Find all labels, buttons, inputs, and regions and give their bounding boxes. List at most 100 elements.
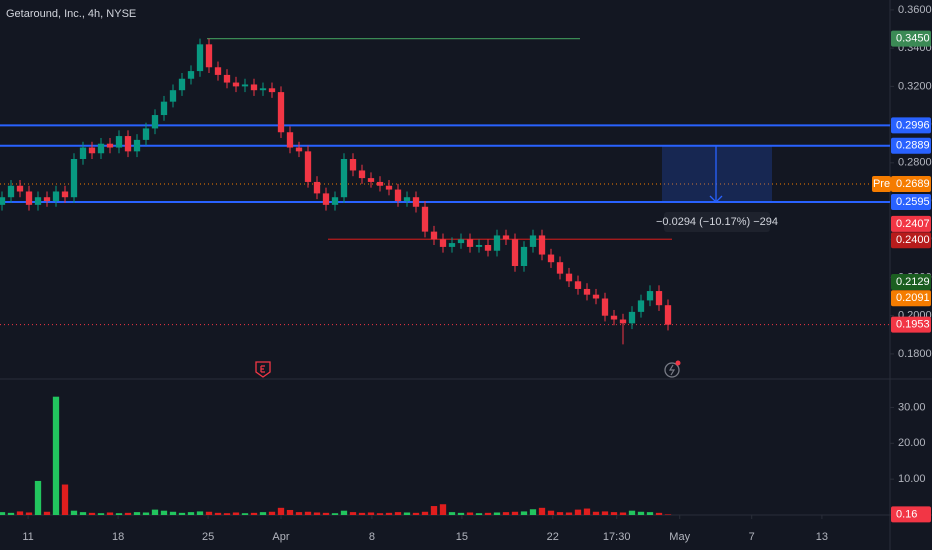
candle-body xyxy=(421,206,429,232)
candle-body xyxy=(655,291,663,306)
candle-body xyxy=(241,84,249,87)
candle-body xyxy=(43,197,51,202)
candle-body xyxy=(142,128,150,140)
price-label-box xyxy=(891,193,931,210)
volume-bar xyxy=(655,512,663,515)
volume-bar xyxy=(268,511,276,515)
earnings-icon[interactable] xyxy=(255,361,271,378)
candle-body xyxy=(556,262,564,274)
candle-body xyxy=(394,189,402,202)
volume-bar xyxy=(349,512,357,515)
candle-body xyxy=(403,197,411,202)
y-tick-label: 0.1800 xyxy=(898,348,932,360)
volume-bar xyxy=(79,512,87,515)
candle-body xyxy=(664,305,672,325)
price-tag: Pre xyxy=(873,178,890,190)
candle-body xyxy=(592,294,600,299)
volume-bar xyxy=(430,506,438,515)
x-tick-label: May xyxy=(669,531,690,543)
x-tick-label: 15 xyxy=(456,531,468,543)
volume-label: 0.16 xyxy=(896,508,917,520)
earnings-shape xyxy=(255,361,271,378)
price-label-box xyxy=(891,274,931,291)
dividend-icon[interactable] xyxy=(664,360,681,378)
candle-body xyxy=(151,115,159,129)
y-tick-label: 0.3600 xyxy=(898,4,932,16)
volume-bar xyxy=(646,512,654,515)
volume-bar xyxy=(448,512,456,515)
candle-body xyxy=(529,235,537,247)
volume-label-box xyxy=(891,506,931,523)
volume-bar xyxy=(286,509,294,515)
candle-body xyxy=(475,244,483,247)
volume-bar xyxy=(70,510,78,515)
volume-bar xyxy=(196,511,204,515)
volume-bar xyxy=(421,511,429,515)
volume-bar xyxy=(358,512,366,515)
candle-body xyxy=(367,178,375,182)
price-tag-box xyxy=(872,176,891,193)
volume-bar xyxy=(466,512,474,515)
volume-tick-label: 30.00 xyxy=(898,401,926,413)
measure-arrowhead xyxy=(709,195,723,203)
volume-bar xyxy=(457,512,465,515)
x-tick-label: Apr xyxy=(272,531,289,543)
volume-bar xyxy=(385,512,393,515)
volume-bar xyxy=(169,511,177,515)
volume-tick-label: 20.00 xyxy=(898,437,926,449)
volume-bar xyxy=(574,509,582,515)
candle-body xyxy=(484,244,492,251)
candle-body xyxy=(610,315,618,320)
volume-bar xyxy=(277,507,285,515)
volume-bar xyxy=(205,511,213,515)
volume-bar xyxy=(394,512,402,515)
candle-body xyxy=(439,239,447,247)
price-label-box xyxy=(891,215,931,232)
volume-bar xyxy=(124,512,132,515)
volume-bar xyxy=(151,509,159,515)
candle-body xyxy=(7,185,15,198)
volume-bar xyxy=(223,513,231,515)
candle-body xyxy=(196,44,204,72)
candle-body xyxy=(88,147,96,154)
volume-bar xyxy=(232,512,240,515)
candle-body xyxy=(259,88,267,91)
price-label: 0.2996 xyxy=(896,119,930,131)
volume-bar xyxy=(142,512,150,515)
volume-bar xyxy=(25,512,33,515)
x-tick-label: 11 xyxy=(22,531,33,543)
volume-bar xyxy=(250,512,258,515)
volume-bar xyxy=(61,484,69,515)
volume-bar xyxy=(304,511,312,515)
price-label: 0.2129 xyxy=(896,276,930,288)
chart-title: Getaround, Inc., 4h, NYSE xyxy=(6,8,136,20)
volume-bar xyxy=(340,510,348,515)
price-label: 0.2689 xyxy=(896,178,930,190)
volume-bar xyxy=(403,512,411,515)
volume-bar xyxy=(475,513,483,515)
volume-bar xyxy=(187,512,195,515)
candle-body xyxy=(133,139,141,152)
x-tick-label: 17:30 xyxy=(603,531,631,543)
candle-body xyxy=(331,197,339,205)
candle-body xyxy=(547,254,555,263)
volume-bar xyxy=(439,504,447,515)
candle-body xyxy=(115,136,123,148)
candle-body xyxy=(223,74,231,83)
x-tick-label: 7 xyxy=(749,531,755,543)
volume-bar xyxy=(565,512,573,515)
candle-body xyxy=(448,243,456,247)
candle-body xyxy=(205,44,213,68)
volume-bar xyxy=(556,512,564,515)
candle-body xyxy=(313,181,321,194)
volume-bar xyxy=(322,512,330,515)
volume-bar xyxy=(610,512,618,515)
candle-body xyxy=(178,78,186,91)
volume-bar xyxy=(7,512,15,515)
price-label-box xyxy=(891,137,931,154)
volume-bar xyxy=(601,511,609,515)
candle-body xyxy=(304,151,312,182)
volume-bar xyxy=(511,511,519,515)
